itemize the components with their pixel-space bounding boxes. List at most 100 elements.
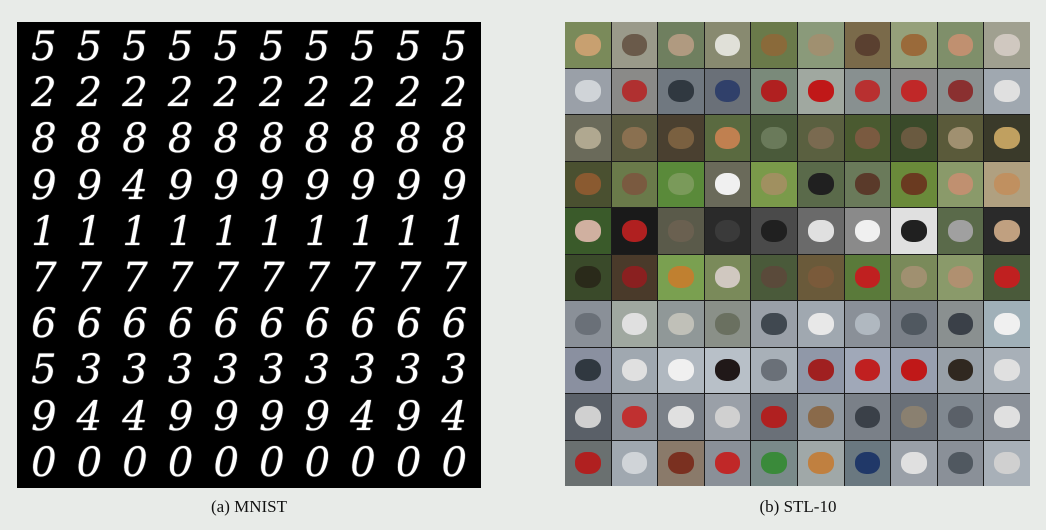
stl10-thumbnail: [891, 347, 937, 393]
mnist-digit: 1: [441, 208, 467, 255]
mnist-digit: 3: [441, 347, 467, 394]
thumbnail-subject: [901, 126, 927, 149]
stl10-thumbnail: [891, 68, 937, 114]
thumbnail-subject: [668, 33, 694, 56]
stl10-thumbnail: [891, 115, 937, 161]
mnist-digit: 1: [167, 208, 194, 255]
mnist-digit: 5: [122, 24, 148, 71]
mnist-digit: 1: [350, 208, 376, 255]
mnist-digit: 9: [395, 162, 422, 209]
mnist-digit: 7: [304, 255, 331, 302]
stl10-thumbnail: [611, 161, 658, 207]
stl10-thumbnail: [751, 301, 797, 347]
mnist-digit: 7: [350, 255, 376, 302]
mnist-digit: 9: [304, 162, 331, 209]
mnist-digit: 7: [395, 255, 422, 302]
stl10-thumbnail: [565, 254, 611, 300]
thumbnail-subject: [621, 126, 648, 149]
stl10-thumbnail: [704, 254, 751, 300]
stl10-thumbnail: [704, 301, 751, 347]
stl10-thumbnail: [704, 440, 751, 486]
stl10-thumbnail: [844, 301, 891, 347]
stl10-thumbnail: [844, 115, 891, 161]
mnist-digit: 8: [31, 116, 57, 163]
stl10-thumbnail: [844, 394, 891, 440]
stl10-thumbnail: [565, 115, 611, 161]
mnist-digit: 9: [31, 393, 57, 440]
thumbnail-subject: [621, 33, 648, 56]
mnist-digit: 5: [304, 24, 331, 71]
stl10-thumbnail: [844, 208, 891, 254]
mnist-digit: 7: [122, 255, 148, 302]
thumbnail-subject: [714, 219, 741, 242]
mnist-digit: 7: [167, 255, 194, 302]
thumbnail-subject: [808, 126, 834, 149]
mnist-digit: 4: [122, 162, 148, 209]
mnist-digit: 0: [304, 439, 331, 486]
mnist-digit: 8: [395, 116, 422, 163]
thumbnail-subject: [621, 452, 648, 475]
mnist-digit: 2: [395, 70, 422, 117]
stl10-thumbnail: [565, 347, 611, 393]
stl10-thumbnail: [658, 115, 704, 161]
stl10-thumbnail: [611, 208, 658, 254]
thumbnail-subject: [808, 312, 834, 335]
stl10-thumbnail: [891, 208, 937, 254]
stl10-thumbnail: [891, 394, 937, 440]
mnist-digit: 0: [167, 439, 194, 486]
thumbnail-subject: [761, 405, 787, 428]
stl10-thumbnail: [658, 68, 704, 114]
mnist-digit: 0: [122, 439, 148, 486]
thumbnail-subject: [947, 126, 974, 149]
mnist-digit: 6: [304, 301, 331, 348]
thumbnail-subject: [668, 126, 694, 149]
thumbnail-subject: [854, 266, 881, 289]
thumbnail-subject: [901, 219, 927, 242]
mnist-digit: 6: [441, 301, 467, 348]
mnist-digit: 4: [441, 393, 467, 440]
mnist-digit: 8: [167, 116, 194, 163]
stl10-thumbnail: [937, 254, 984, 300]
stl10-thumbnail: [844, 22, 891, 68]
mnist-digit: 5: [167, 24, 194, 71]
stl10-thumbnail: [797, 161, 844, 207]
stl10-thumbnail: [984, 301, 1030, 347]
mnist-digit: 6: [167, 301, 194, 348]
stl10-thumbnail: [565, 161, 611, 207]
mnist-digit: 9: [441, 162, 467, 209]
mnist-digit: 2: [31, 70, 57, 117]
mnist-digit: 8: [259, 116, 285, 163]
thumbnail-subject: [714, 266, 741, 289]
mnist-digit: 8: [304, 116, 331, 163]
thumbnail-subject: [854, 219, 881, 242]
mnist-digit: 1: [395, 208, 422, 255]
mnist-digit: 3: [304, 347, 331, 394]
mnist-digit: 8: [213, 116, 239, 163]
thumbnail-subject: [947, 173, 974, 196]
stl10-thumbnail-grid: [565, 22, 1030, 486]
stl10-thumbnail: [658, 301, 704, 347]
stl10-thumbnail: [611, 68, 658, 114]
mnist-digit: 6: [122, 301, 148, 348]
thumbnail-subject: [854, 33, 881, 56]
thumbnail-subject: [761, 33, 787, 56]
stl10-thumbnail: [797, 301, 844, 347]
stl10-thumbnail: [891, 22, 937, 68]
mnist-digit: 3: [167, 347, 194, 394]
mnist-digit: 0: [259, 439, 285, 486]
stl10-thumbnail: [984, 115, 1030, 161]
thumbnail-subject: [621, 266, 648, 289]
stl10-thumbnail: [565, 68, 611, 114]
stl10-thumbnail: [658, 347, 704, 393]
thumbnail-subject: [761, 126, 787, 149]
thumbnail-subject: [994, 173, 1020, 196]
mnist-digit: 6: [213, 301, 239, 348]
mnist-digit: 9: [167, 393, 194, 440]
thumbnail-subject: [621, 80, 648, 103]
thumbnail-subject: [575, 126, 601, 149]
thumbnail-subject: [714, 80, 741, 103]
thumbnail-subject: [575, 405, 601, 428]
stl10-thumbnail: [891, 440, 937, 486]
